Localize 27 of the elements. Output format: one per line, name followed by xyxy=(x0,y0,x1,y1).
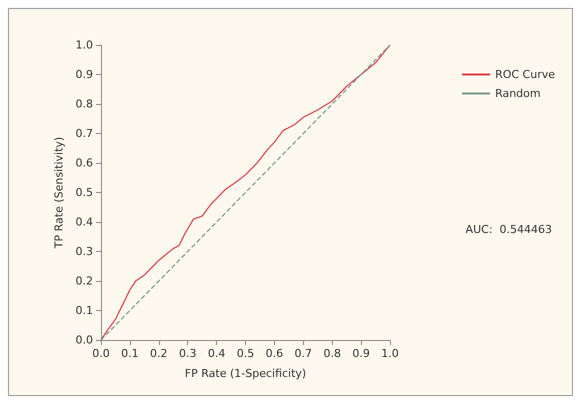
y-tick-label: 0.6 xyxy=(76,156,93,170)
y-axis-title: TP Rate (Sensitivity) xyxy=(52,136,66,250)
y-tick-label: 0.2 xyxy=(76,274,93,288)
y-tick-label: 0.8 xyxy=(76,98,93,110)
x-tick-label: 0.8 xyxy=(323,347,341,360)
legend-label: Random xyxy=(495,87,541,100)
y-tick-label: 0.5 xyxy=(76,186,93,199)
y-tick-label: 0.9 xyxy=(76,68,93,81)
x-axis-title: FP Rate (1-Specificity) xyxy=(184,367,306,380)
x-tick-label: 0.4 xyxy=(208,347,226,360)
y-tick-label: 0.4 xyxy=(76,216,93,228)
x-tick-label: 0.0 xyxy=(92,347,110,360)
x-tick-label: 0.7 xyxy=(294,347,312,360)
y-tick-label: 0.7 xyxy=(76,127,93,140)
y-tick-label: 1.0 xyxy=(76,38,93,52)
x-tick-label: 0.9 xyxy=(352,347,370,360)
x-tick-label: 0.6 xyxy=(266,347,284,360)
y-tick-label: 0.0 xyxy=(76,334,93,346)
x-tick-label: 1.0 xyxy=(381,347,399,360)
text: AUC: 0.544463 xyxy=(466,223,552,236)
y-tick-label: 0.3 xyxy=(76,245,93,258)
x-tick-label: 0.1 xyxy=(121,347,139,360)
legend-label: ROC Curve xyxy=(495,68,556,81)
x-tick-label: 0.3 xyxy=(178,347,196,360)
x-tick-label: 0.2 xyxy=(150,347,168,360)
y-tick-label: 0.1 xyxy=(76,304,93,317)
x-tick-label: 0.5 xyxy=(236,347,254,360)
